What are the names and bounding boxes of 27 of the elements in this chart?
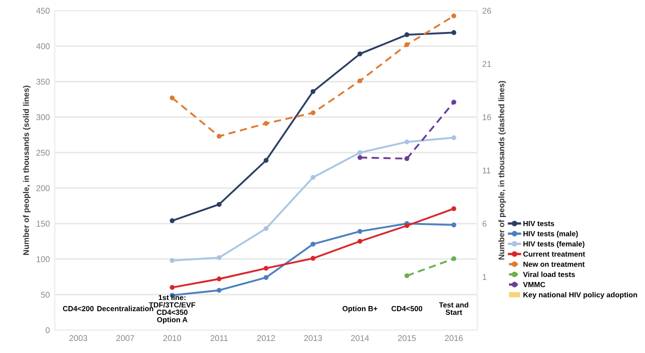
x-tick-label: 2003 bbox=[69, 335, 88, 342]
y-tick-label: 400 bbox=[36, 43, 50, 50]
y2-axis-title: Number of people, in thousands (dashed lines) bbox=[498, 80, 506, 260]
y2-tick-label: 26 bbox=[482, 8, 492, 14]
y-tick-label: 350 bbox=[36, 78, 50, 85]
x-tick-label: 2011 bbox=[210, 335, 228, 342]
y2-tick-label: 16 bbox=[482, 114, 492, 120]
y-tick-label: 150 bbox=[36, 220, 50, 227]
y-axis-title: Number of people, in thousands (solid lines) bbox=[22, 86, 31, 255]
y2-tick-label: 1 bbox=[482, 274, 486, 280]
x-tick-label: 2010 bbox=[163, 335, 182, 342]
x-tick-label: 2014 bbox=[351, 335, 369, 342]
y2-tick-label: 6 bbox=[482, 220, 486, 227]
x-tick-label: 2013 bbox=[304, 335, 322, 342]
y-tick-label: 50 bbox=[41, 292, 50, 298]
y2-tick-label: 21 bbox=[482, 61, 492, 67]
y2-tick-label: 11 bbox=[482, 168, 490, 174]
x-tick-label: 2012 bbox=[257, 335, 275, 342]
y-tick-label: 250 bbox=[36, 150, 50, 156]
y-tick-label: 0 bbox=[46, 327, 50, 334]
x-tick-label: 2015 bbox=[398, 335, 416, 342]
x-tick-label: 2007 bbox=[116, 335, 134, 342]
x-tick-label: 2016 bbox=[444, 335, 463, 342]
y-tick-label: 200 bbox=[36, 185, 50, 192]
y-tick-label: 450 bbox=[36, 8, 50, 14]
y-tick-label: 100 bbox=[36, 256, 50, 262]
y-tick-label: 300 bbox=[36, 114, 50, 120]
